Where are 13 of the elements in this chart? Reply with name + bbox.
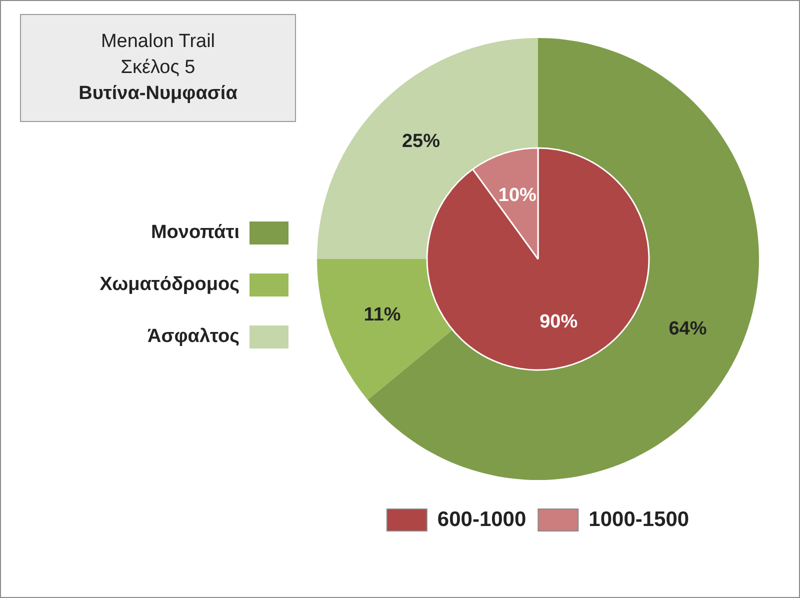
text: Σκέλος 5 (120, 56, 196, 80)
data-label: 90% (540, 312, 578, 333)
data-label: 25% (402, 131, 440, 152)
legend-label: 1000-1500 (588, 508, 690, 531)
data-label: 10% (498, 184, 537, 206)
text: Βυτίνα-Νυμφασία (78, 82, 238, 106)
legend-label: 600-1000 (437, 508, 526, 531)
legend-label: Άσφαλτος (148, 326, 240, 348)
data-label: 11% (364, 304, 401, 326)
legend-label: Μονοπάτι (150, 222, 240, 244)
chart-title: Menalon Trail (100, 30, 216, 54)
legend-label: Χωματόδρομος (100, 274, 240, 296)
data-label: 64% (668, 318, 707, 340)
